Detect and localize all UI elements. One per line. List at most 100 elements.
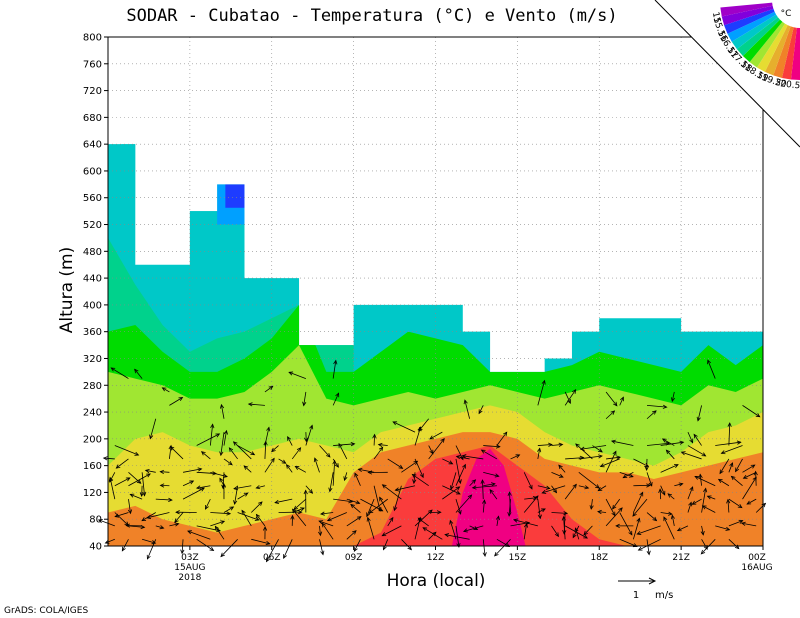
- wind-vector-head: [429, 435, 434, 440]
- wind-vector: [623, 471, 634, 478]
- wind-vector-head: [226, 511, 232, 516]
- wind-vector-head: [548, 442, 553, 447]
- wind-vector-head: [471, 485, 477, 490]
- wind-vector-head: [233, 500, 238, 505]
- wind-vector-head: [140, 524, 146, 530]
- wind-vector-head: [221, 482, 227, 488]
- wind-vector: [605, 507, 623, 527]
- wind-vector: [721, 445, 743, 454]
- wind-vector-head: [440, 437, 445, 443]
- wind-vector: [201, 451, 211, 460]
- wind-vector-head: [515, 454, 521, 459]
- wind-vector-head: [726, 498, 731, 504]
- wind-vector: [210, 471, 228, 478]
- wind-vector-head: [291, 508, 297, 514]
- wind-vector-head: [598, 448, 603, 453]
- wind-vector: [271, 445, 279, 452]
- wind-vector-head: [134, 451, 140, 456]
- wind-vector: [170, 446, 184, 460]
- wind-vector-head: [229, 506, 235, 511]
- wind-vector-head: [448, 460, 454, 465]
- wind-vector: [182, 487, 205, 500]
- wind-vector-head: [418, 426, 423, 432]
- wind-vector-head: [221, 484, 226, 490]
- wind-vector: [121, 539, 129, 552]
- wind-vector-head: [449, 485, 454, 491]
- wind-vector: [111, 367, 129, 379]
- wind-vector: [455, 464, 466, 486]
- wind-vector-head: [302, 401, 307, 407]
- wind-vector-head: [180, 549, 185, 555]
- colorbar-wedge: [727, 11, 777, 42]
- wind-vector-head: [691, 500, 697, 505]
- wind-vector-head: [287, 436, 292, 441]
- wind-vector-head: [670, 397, 676, 403]
- wind-vector: [580, 445, 607, 450]
- wind-vector-head: [703, 487, 708, 493]
- wind-vector-head: [579, 446, 585, 451]
- wind-vector-head: [661, 438, 667, 443]
- wind-vector: [741, 522, 757, 527]
- wind-vector-head: [676, 527, 682, 532]
- wind-vector-head: [471, 479, 477, 484]
- wind-vector-head: [304, 437, 309, 443]
- x-tick-label: 18Z: [590, 553, 608, 563]
- wind-vector-head: [753, 470, 758, 476]
- wind-vector: [303, 391, 307, 406]
- wind-vector: [646, 410, 657, 420]
- wind-vector: [378, 444, 388, 446]
- wind-vector: [237, 512, 259, 521]
- wind-vector: [728, 498, 743, 508]
- wind-vector-head: [612, 450, 617, 456]
- wind-vector: [707, 495, 716, 500]
- wind-vector-head: [328, 487, 333, 493]
- wind-vector: [496, 538, 510, 547]
- wind-vector: [256, 514, 266, 527]
- colorbar-wedge: [764, 25, 791, 76]
- wind-vector: [719, 458, 730, 474]
- wind-vector-head: [335, 392, 340, 398]
- x-tick-label: 21Z: [672, 553, 690, 563]
- wind-vector-head: [300, 507, 305, 512]
- wind-vector: [321, 523, 334, 540]
- wind-vector-head: [616, 455, 621, 460]
- wind-vector-head: [494, 551, 499, 557]
- wind-vector-head: [541, 508, 546, 513]
- wind-vector: [222, 472, 225, 489]
- x-axis-label: Hora (local): [387, 571, 486, 591]
- wind-vector: [537, 508, 546, 513]
- wind-vector-head: [467, 494, 473, 500]
- wind-vector-head: [200, 451, 206, 456]
- wind-vector: [428, 445, 434, 454]
- y-tick-label: 720: [83, 86, 102, 97]
- wind-vector: [333, 443, 355, 446]
- colorbar-level-label: 20.5: [780, 79, 800, 91]
- wind-vector: [482, 479, 484, 500]
- wind-vector-head: [129, 493, 135, 498]
- wind-vector: [418, 517, 429, 527]
- wind-vector: [233, 485, 252, 490]
- wind-vector-head: [750, 464, 756, 469]
- wind-vector-head: [293, 505, 299, 511]
- wind-vector-head: [558, 464, 563, 470]
- wind-vector: [187, 530, 211, 540]
- wind-vector: [718, 479, 730, 487]
- wind-vector-head: [333, 359, 338, 365]
- wind-vector-head: [736, 440, 742, 445]
- wind-vector-head: [174, 518, 179, 524]
- wind-vector: [333, 498, 353, 503]
- wind-vector-head: [353, 547, 358, 552]
- wind-vector: [646, 539, 650, 555]
- wind-vector-head: [680, 451, 686, 456]
- wind-vector: [264, 458, 275, 473]
- wind-vector: [597, 511, 607, 513]
- wind-vector-head: [628, 473, 634, 478]
- wind-vector: [288, 371, 307, 379]
- wind-vector: [537, 380, 545, 406]
- wind-vector-head: [490, 482, 496, 487]
- wind-vector-head: [393, 506, 398, 512]
- wind-vector-head: [637, 546, 643, 551]
- wind-vector: [142, 538, 156, 544]
- wind-vector-head: [308, 489, 314, 494]
- wind-vector-head: [725, 526, 731, 531]
